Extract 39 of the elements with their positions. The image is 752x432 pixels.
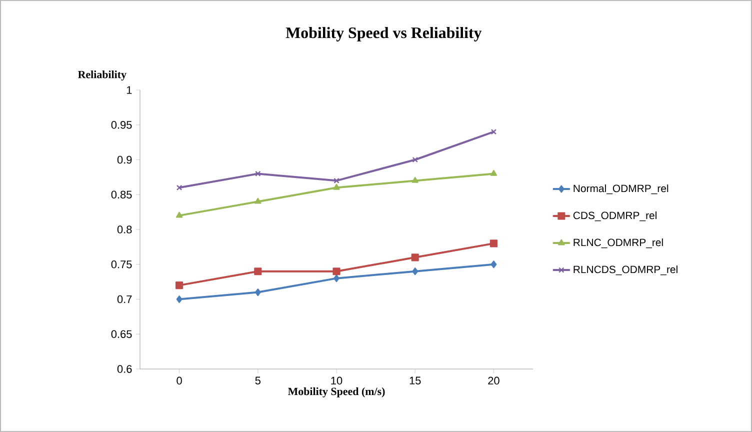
y-tick-label: 1: [126, 86, 132, 94]
y-tick-label: 0.6: [117, 365, 132, 373]
x-tick-label: 0: [176, 376, 182, 385]
point: [334, 178, 340, 184]
point: [254, 268, 262, 276]
point: [255, 170, 261, 177]
x-axis-title: Mobility Speed (m/s): [288, 387, 385, 398]
x-tick-label: 5: [255, 376, 260, 384]
point: [412, 176, 418, 183]
point: [412, 268, 418, 276]
legend-label: RLNC_ODMRP_rel: [574, 238, 663, 248]
y-tick-label: 0.7: [117, 295, 132, 304]
y-tick-label: 0.8: [117, 226, 132, 234]
legend-label: RLNCDS_ODMRP_rel: [574, 265, 678, 276]
point: [490, 240, 498, 248]
legend-label: Normal_ODMRP_rel: [574, 184, 668, 194]
point: [176, 212, 183, 218]
point: [334, 274, 340, 282]
point: [411, 254, 419, 262]
point: [176, 282, 184, 290]
point: [490, 170, 498, 176]
x-tick-label: 20: [488, 376, 500, 385]
point: [333, 184, 340, 190]
y-tick-label: 0.75: [111, 260, 132, 268]
x-tick-label: 15: [410, 376, 421, 384]
point: [412, 156, 418, 163]
y-tick-label: 0.9: [117, 156, 132, 164]
chart-title: Mobility Speed vs Reliability: [286, 26, 482, 42]
point: [490, 260, 497, 268]
y-tick-label: 0.65: [111, 330, 132, 338]
point: [254, 288, 261, 296]
legend-label: CDS_ODMRP_rel: [573, 211, 656, 222]
point: [254, 198, 262, 204]
y-axis-title: Reliability: [78, 70, 126, 80]
y-tick-label: 0.95: [111, 121, 132, 129]
point: [332, 268, 340, 276]
y-tick-label: 0.85: [111, 190, 132, 199]
point: [176, 295, 182, 304]
x-tick-label: 10: [331, 376, 342, 385]
